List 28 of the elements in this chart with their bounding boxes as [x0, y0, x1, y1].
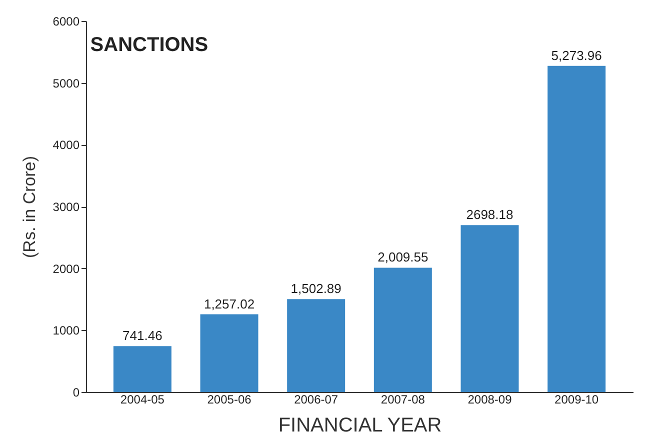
bar	[548, 66, 606, 392]
y-tick-label: 1000	[52, 324, 80, 338]
data-label: 1,257.02	[204, 296, 255, 312]
bar	[200, 314, 258, 392]
y-tick-label: 0	[72, 386, 80, 400]
x-tick-label: 2004-05	[120, 392, 165, 406]
bar	[374, 268, 432, 392]
data-label: 1,502.89	[290, 281, 342, 296]
data-label: 2,009.55	[378, 250, 428, 265]
x-tick-label: 2009-10	[554, 392, 599, 406]
x-tick-label: 2008-09	[468, 392, 512, 406]
text: SANCTIONS	[90, 34, 208, 56]
data-label: 2698.18	[466, 207, 514, 222]
x-axis-title: FINANCIAL YEAR	[278, 414, 442, 436]
bar	[287, 299, 346, 392]
y-tick-label: 3000	[52, 200, 80, 214]
x-tick-label: 2007-08	[380, 392, 426, 406]
x-tick-label: 2005-06	[207, 392, 252, 406]
y-axis-title: (Rs. in Crore)	[20, 156, 39, 258]
y-tick-label: 6000	[52, 14, 80, 28]
data-label: 5,273.96	[551, 48, 602, 63]
bar	[460, 225, 519, 392]
bar	[113, 346, 172, 392]
x-tick-label: 2006-07	[294, 392, 338, 406]
y-tick-label: 4000	[52, 138, 80, 152]
data-label: 741.46	[122, 328, 162, 344]
y-tick-label: 5000	[52, 76, 80, 90]
y-tick-label: 2000	[52, 262, 80, 276]
